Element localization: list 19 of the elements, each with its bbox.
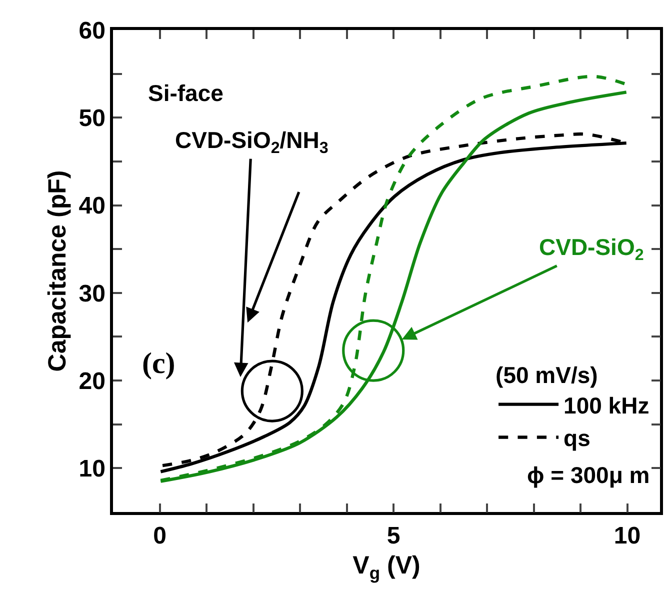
- y-tick-label: 40: [78, 192, 106, 220]
- annotation: ϕ = 300μ m: [527, 462, 650, 488]
- x-tick-label: 10: [614, 522, 641, 550]
- y-tick-label: 20: [78, 368, 106, 395]
- annotation: Si-face: [148, 80, 224, 106]
- annotation: CVD-SiO$_{2}$/NH$_{3}$: [175, 127, 328, 157]
- legend-label: 100 kHz: [564, 392, 650, 418]
- legend-title: (50 mV/s): [496, 362, 598, 388]
- x-tick-label: 5: [386, 522, 400, 550]
- legend-label: qs: [564, 425, 590, 452]
- x-tick-label: 0: [153, 522, 166, 550]
- y-tick-label: 60: [78, 17, 106, 44]
- y-tick-label: 30: [78, 280, 106, 308]
- y-tick-label: 10: [78, 456, 106, 483]
- y-tick-label: 50: [78, 105, 106, 132]
- y-axis-title: Capacitance (pF): [43, 170, 72, 372]
- annotation: (c): [142, 347, 176, 380]
- x-axis-title: V$_{g}$ (V): [352, 552, 420, 583]
- annotation: CVD-SiO$_{2}$: [539, 234, 644, 264]
